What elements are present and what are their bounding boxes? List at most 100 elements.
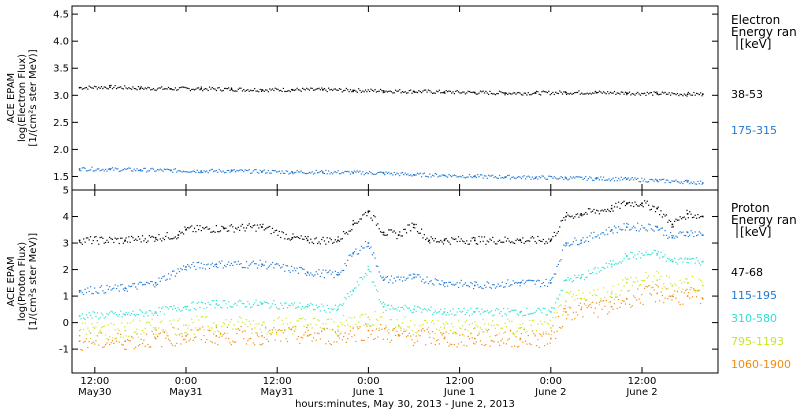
data-point (448, 90, 450, 92)
data-point (125, 87, 127, 89)
data-point (598, 213, 601, 215)
data-point (367, 242, 370, 244)
data-point (353, 170, 356, 172)
data-point (163, 238, 166, 241)
data-point (358, 171, 360, 173)
data-point (701, 297, 703, 299)
data-point (255, 90, 257, 92)
data-point (360, 245, 363, 247)
data-point (349, 325, 352, 328)
data-point (434, 172, 436, 175)
data-point (322, 172, 324, 174)
data-point (117, 328, 119, 330)
data-point (388, 281, 390, 284)
data-point (154, 286, 156, 288)
data-point (275, 229, 278, 231)
data-point (250, 225, 252, 228)
data-point (565, 311, 567, 313)
data-point (519, 311, 522, 313)
data-point (330, 88, 332, 91)
data-point (652, 252, 654, 254)
data-point (494, 94, 497, 96)
data-point (215, 263, 218, 266)
data-point (534, 92, 537, 94)
data-point (607, 208, 609, 210)
data-point (474, 237, 476, 239)
data-point (286, 238, 289, 240)
data-point (641, 202, 643, 205)
data-point (540, 240, 542, 242)
data-point (687, 262, 689, 264)
data-point (404, 330, 406, 332)
data-point (240, 262, 242, 265)
data-point (340, 271, 342, 273)
data-point (141, 235, 144, 237)
data-point (628, 229, 631, 231)
data-point (619, 228, 621, 230)
data-point (99, 286, 101, 288)
data-point (136, 168, 138, 170)
data-point (386, 91, 388, 93)
data-point (441, 334, 443, 336)
data-point (99, 236, 101, 239)
data-point (286, 323, 289, 325)
data-point (150, 236, 152, 239)
data-point (359, 326, 361, 328)
data-point (226, 88, 228, 90)
legend-title-line: Energy ran (731, 25, 797, 39)
data-point (120, 170, 122, 172)
data-point (496, 243, 498, 245)
data-point (356, 222, 358, 224)
data-point (526, 240, 528, 242)
data-point (468, 314, 471, 317)
data-point (509, 241, 512, 244)
data-point (564, 245, 566, 247)
data-point (659, 214, 661, 216)
data-point (202, 226, 204, 229)
data-point (668, 92, 670, 94)
data-point (195, 171, 197, 174)
data-point (291, 327, 293, 330)
data-point (555, 302, 557, 304)
data-point (445, 314, 447, 316)
data-point (228, 169, 230, 172)
data-point (682, 231, 684, 233)
data-point (574, 237, 576, 239)
data-point (557, 230, 559, 233)
data-point (109, 84, 111, 87)
data-point (407, 326, 409, 328)
data-point (604, 267, 606, 270)
data-point (401, 322, 404, 324)
data-point (516, 176, 518, 178)
data-point (570, 176, 572, 178)
data-point (333, 276, 335, 279)
data-point (622, 279, 624, 281)
data-point (113, 241, 115, 244)
data-point (675, 218, 677, 220)
data-point (240, 300, 242, 302)
data-point (336, 341, 338, 343)
data-point (169, 238, 171, 240)
data-point (377, 336, 379, 338)
data-point (455, 333, 457, 335)
data-point (122, 336, 124, 338)
data-point (364, 313, 367, 315)
data-point (299, 266, 301, 269)
data-point (615, 227, 617, 229)
data-point (474, 327, 476, 329)
data-point (575, 176, 577, 178)
data-point (694, 262, 696, 264)
data-point (300, 336, 302, 338)
data-point (612, 308, 614, 310)
data-point (410, 174, 412, 176)
data-point (576, 176, 579, 178)
data-point (549, 279, 551, 282)
data-point (442, 174, 445, 176)
data-point (613, 264, 616, 266)
data-point (385, 324, 387, 327)
data-point (382, 234, 384, 236)
data-point (643, 279, 646, 282)
data-point (261, 335, 263, 337)
data-point (291, 265, 293, 267)
data-point (702, 215, 704, 218)
